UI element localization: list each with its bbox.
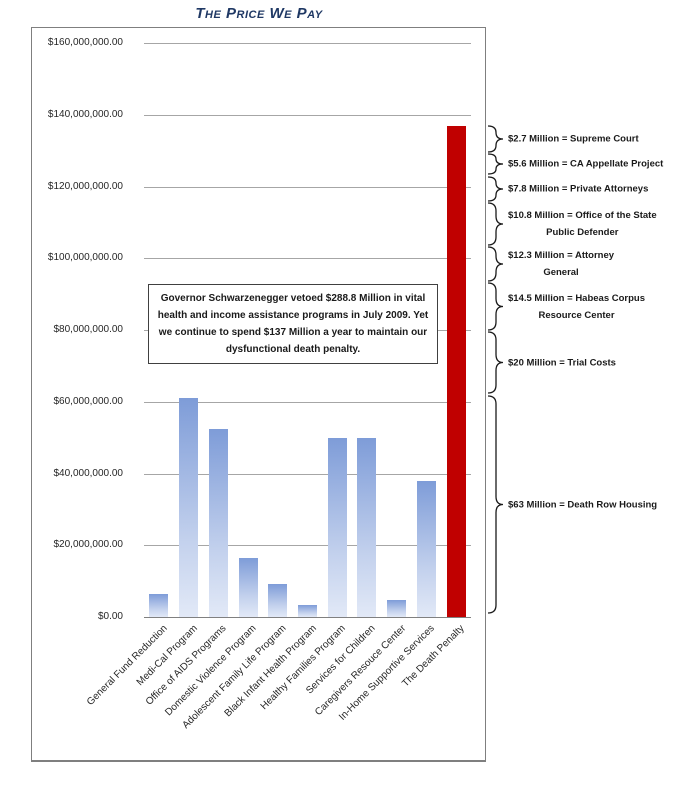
chart-title: The Price We Pay bbox=[195, 5, 323, 22]
brace-3 bbox=[487, 202, 504, 246]
brace-1 bbox=[487, 153, 504, 175]
breakdown-label-2: $7.8 Million = Private Attorneys bbox=[508, 183, 649, 195]
brace-4 bbox=[487, 246, 504, 282]
breakdown-label-5: $14.5 Million = Habeas Corpus Resource C… bbox=[508, 292, 646, 321]
y-axis-tick-label: $40,000,000.00 bbox=[53, 468, 123, 479]
brace-5 bbox=[487, 282, 504, 331]
breakdown-label-6: $20 Million = Trial Costs bbox=[508, 357, 616, 368]
bar-5 bbox=[298, 605, 317, 617]
breakdown-label-1: $5.6 Million = CA Appellate Project bbox=[508, 158, 664, 170]
breakdown-label-0: $2.7 Million = Supreme Court bbox=[508, 133, 639, 145]
brace-2 bbox=[487, 176, 504, 202]
breakdown-label-4: $12.3 Million = Attorney General bbox=[508, 250, 615, 278]
y-axis-tick-label: $100,000,000.00 bbox=[47, 252, 123, 263]
gridline bbox=[144, 402, 471, 403]
breakdown-label-3: $10.8 Million = Office of the State Publ… bbox=[508, 210, 657, 238]
x-axis-line bbox=[144, 617, 471, 618]
bar-1 bbox=[179, 398, 198, 617]
y-axis-tick-label: $20,000,000.00 bbox=[53, 539, 123, 550]
bar-death-penalty bbox=[447, 126, 466, 617]
gridline bbox=[144, 545, 471, 546]
y-axis-tick-label: $120,000,000.00 bbox=[47, 181, 123, 192]
brace-6 bbox=[487, 331, 504, 394]
brace-7 bbox=[487, 395, 504, 614]
gridline bbox=[144, 258, 471, 259]
gridline bbox=[144, 115, 471, 116]
breakdown-label-7: $63 Million = Death Row Housing bbox=[508, 499, 658, 510]
gridline bbox=[144, 474, 471, 475]
bar-6 bbox=[328, 438, 347, 617]
y-axis-tick-label: $0.00 bbox=[97, 611, 123, 622]
bar-2 bbox=[209, 429, 228, 617]
y-axis-tick-label: $80,000,000.00 bbox=[53, 324, 123, 335]
y-axis-tick-label: $140,000,000.00 bbox=[47, 109, 123, 120]
bar-0 bbox=[149, 594, 168, 617]
gridline bbox=[144, 43, 471, 44]
bar-7 bbox=[357, 438, 376, 617]
bar-3 bbox=[239, 558, 258, 617]
y-axis-tick-label: $160,000,000.00 bbox=[47, 37, 123, 48]
chart-frame bbox=[31, 27, 486, 762]
bar-4 bbox=[268, 584, 287, 617]
annotation-textbox: Governor Schwarzenegger vetoed $288.8 Mi… bbox=[148, 284, 438, 364]
bar-9 bbox=[417, 481, 436, 617]
gridline bbox=[144, 187, 471, 188]
brace-0 bbox=[487, 125, 504, 153]
y-axis-tick-label: $60,000,000.00 bbox=[53, 396, 123, 407]
bar-8 bbox=[387, 600, 406, 617]
